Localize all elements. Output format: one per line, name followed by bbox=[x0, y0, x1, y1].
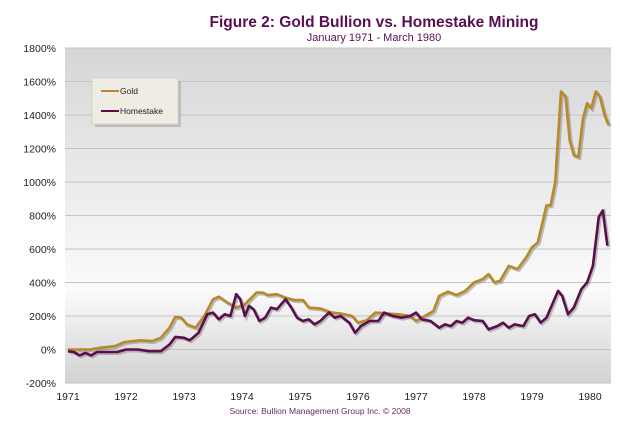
x-tick-label: 1980 bbox=[578, 391, 602, 403]
y-tick-label: 800% bbox=[29, 211, 56, 223]
x-tick-label: 1978 bbox=[462, 391, 486, 403]
y-tick-label: 1000% bbox=[23, 177, 56, 189]
legend-label-gold: Gold bbox=[120, 86, 138, 96]
x-tick-label: 1971 bbox=[56, 391, 80, 403]
legend-label-homestake: Homestake bbox=[120, 106, 163, 116]
chart-title: Figure 2: Gold Bullion vs. Homestake Min… bbox=[209, 14, 539, 31]
y-tick-label: 200% bbox=[29, 311, 56, 323]
y-tick-label: 1200% bbox=[23, 144, 56, 156]
x-tick-label: 1974 bbox=[230, 391, 254, 403]
x-tick-label: 1979 bbox=[520, 391, 544, 403]
y-tick-label: 1600% bbox=[23, 77, 56, 89]
y-tick-label: 0% bbox=[41, 345, 56, 357]
y-tick-label: 1400% bbox=[23, 110, 56, 122]
x-tick-label: 1972 bbox=[114, 391, 138, 403]
y-tick-label: 400% bbox=[29, 278, 56, 290]
series-line-homestake bbox=[67, 209, 609, 357]
chart-subtitle: January 1971 - March 1980 bbox=[306, 32, 442, 44]
y-tick-label: -200% bbox=[26, 378, 56, 390]
legend: Gold Homestake bbox=[91, 77, 181, 127]
y-tick-label: 600% bbox=[29, 244, 56, 256]
x-tick-label: 1977 bbox=[404, 391, 428, 403]
x-tick-label: 1975 bbox=[288, 391, 312, 403]
source-note: Source: Bullion Management Group Inc. © … bbox=[229, 406, 411, 416]
x-tick-label: 1976 bbox=[346, 391, 370, 403]
x-tick-label: 1973 bbox=[172, 391, 196, 403]
y-tick-label: 1800% bbox=[23, 43, 56, 55]
